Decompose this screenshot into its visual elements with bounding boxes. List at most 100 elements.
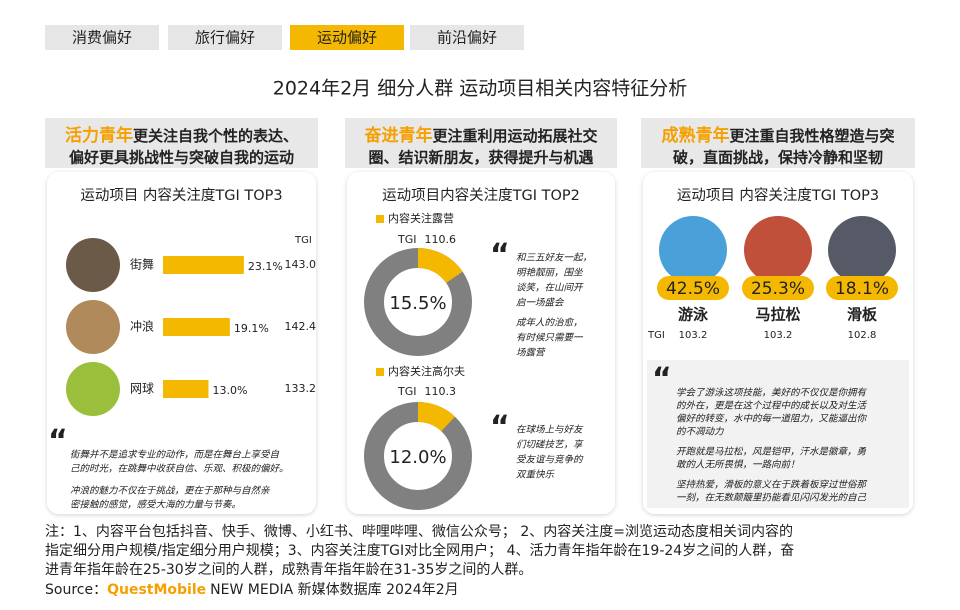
header-text: 更注重自我性格塑造与突 (729, 127, 894, 145)
tab[interactable] (410, 25, 524, 50)
quote-line: 受友谊与竞争的 (516, 454, 584, 466)
title: 2024年2月 细分人群 运动项目相关内容特征分析 (273, 78, 688, 100)
quote-line: 场露营 (516, 348, 546, 359)
tab-label: 旅行偏好 (195, 29, 255, 47)
value-label: 25.3% (751, 279, 805, 299)
quote-line: 街舞并不是追求专业的动作，而是在舞台上享受自 (70, 449, 280, 461)
tgi-label: TGI (647, 330, 665, 341)
quote-mark: “ (490, 238, 510, 273)
quote-mark: “ (48, 424, 68, 459)
tgi-label: TGI (397, 233, 417, 246)
tgi-value: 110.3 (425, 385, 457, 398)
header-text: 更注重利用运动拓展社交 (432, 127, 597, 145)
value-label: 42.5% (666, 279, 720, 299)
tgi: TGI 110.6 (397, 233, 456, 246)
quote-mark: “ (652, 362, 672, 397)
bar-label: 19.1% (234, 322, 269, 335)
panel-header: 活力青年更关注自我个性的表达、 (65, 125, 298, 146)
quote-line: 敢的人无所畏惧，一路向前！ (676, 459, 800, 471)
tab[interactable] (290, 25, 404, 50)
source-rest: NEW MEDIA 新媒体数据库 2024年2月 (210, 582, 458, 598)
tab[interactable] (45, 25, 159, 50)
bar (163, 380, 209, 398)
panel-header: 奋进青年更注重利用运动拓展社交 (363, 125, 597, 146)
bar-label: 13.0% (213, 384, 248, 397)
donut-slice (417, 402, 455, 432)
quote-line: 有时候只需要一 (516, 333, 584, 344)
item-label: 游泳 (678, 306, 709, 324)
quote-line: 学会了游泳这项技能，美好的不仅仅是你拥有 (676, 387, 868, 399)
item-label: 网球 (130, 382, 154, 396)
tgi-label: TGI (397, 385, 417, 398)
quote-line: 一刻，在无数颠簸里扔能看见闪闪发光的自己 (676, 492, 867, 504)
value-pill (657, 276, 729, 300)
item-label: 街舞 (130, 258, 154, 272)
tab[interactable] (168, 25, 282, 50)
legend-swatch (376, 215, 384, 223)
legend-swatch (376, 368, 384, 376)
item-label: 冲浪 (130, 319, 154, 334)
tgi-value: 103.2 (764, 330, 793, 341)
quote-line: 和三五好友一起， (516, 253, 592, 264)
source-label: Source： (45, 582, 107, 598)
tgi-value: 103.2 (679, 330, 708, 341)
quote-line: 谈笑，在山间开 (516, 282, 584, 294)
tab-label: 运动偏好 (317, 29, 377, 47)
bar-label: 23.1% (248, 260, 283, 273)
item-image (66, 238, 120, 292)
quote-line: 在球场上与好友 (516, 425, 584, 436)
panel-header: 偏好更具挑战性与突破自我的运动 (69, 149, 294, 167)
item-label: 滑板 (847, 306, 878, 324)
quote-line: 启一场盛会 (516, 298, 565, 309)
tgi-value: 102.8 (848, 330, 877, 341)
tgi-value: 133.2 (285, 382, 317, 395)
quote-line: 的不凋动力 (676, 426, 725, 438)
highlight: 活力青年 (65, 125, 133, 146)
bar (163, 256, 244, 274)
quote-line: 密接触的感觉，感受大海的力量与节奏。 (70, 499, 241, 511)
value-pill (826, 276, 898, 300)
tab-label: 消费偏好 (72, 29, 132, 47)
quote-line: 己的时光，在跳舞中收获自信、乐观、积极的偏好。 (70, 463, 289, 475)
legend-label: 内容关注露营 (388, 211, 454, 225)
note-line: 指定细分用户规模/指定细分用户规模；3、内容关注度TGI对比全网用户； 4、活力… (45, 542, 794, 559)
quote-line: 坚持热爱，滑板的意义在于跌着板穿过世俗那 (676, 479, 868, 491)
highlight: 奋进青年 (363, 125, 432, 146)
source-brand: QuestMobile (107, 582, 206, 598)
item-image (659, 216, 727, 284)
panel-header-bg (345, 118, 617, 168)
tab-label: 前沿偏好 (437, 29, 497, 47)
note-line: 进青年指年龄在25-30岁之间的人群，成熟青年指年龄在31-35岁之间的人群。 (45, 562, 532, 578)
chart-title: 运动项目 内容关注度TGI TOP3 (677, 187, 879, 204)
header-text: 更关注自我个性的表达、 (133, 127, 298, 145)
quote-box (647, 360, 909, 508)
item-image (744, 216, 812, 284)
quote-line: 双重快乐 (516, 470, 556, 481)
tgi-label: TGI (294, 235, 312, 246)
donut-label: 15.5% (389, 293, 446, 314)
item-image (828, 216, 896, 284)
item-label: 马拉松 (755, 306, 800, 324)
panel-header: 圈、结识新朋友，获得提升与机遇 (368, 149, 593, 167)
quote-line: 成年人的治愈， (516, 317, 583, 329)
value-label: 18.1% (835, 279, 889, 299)
quote-line: 明艳靓丽，围坐 (516, 267, 583, 279)
tgi-value: 142.4 (285, 320, 317, 333)
quote-line: 开跑就是马拉松，风是铠甲，汗水是徽章，勇 (676, 446, 867, 458)
donut-slice (417, 248, 463, 284)
legend-label: 内容关注高尔夫 (388, 364, 465, 378)
quote-mark: “ (490, 410, 510, 445)
bar (163, 318, 230, 336)
chart-title: 运动项目 内容关注度TGI TOP3 (80, 187, 282, 204)
quote-line: 的外在，更是在这个过程中的成长以及对生活 (676, 400, 868, 412)
panel-header: 成熟青年更注重自我性格塑造与突 (661, 125, 894, 146)
highlight: 成熟青年 (661, 125, 729, 146)
panel-header: 破，直面挑战，保持冷静和坚韧 (673, 149, 883, 167)
item-image (66, 300, 120, 354)
item-image (66, 362, 120, 416)
quote-line: 冲浪的魅力不仅在于挑战，更在于那种与自然亲 (70, 485, 271, 497)
quote-line: 们切磋技艺，享 (516, 439, 584, 451)
panel-header-bg (45, 118, 318, 168)
tgi: TGI 110.3 (397, 385, 456, 398)
